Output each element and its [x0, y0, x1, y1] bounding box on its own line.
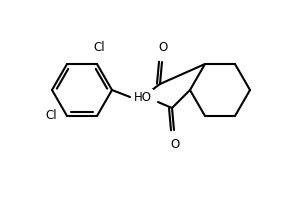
Text: Cl: Cl	[93, 41, 105, 54]
Text: Cl: Cl	[45, 109, 57, 123]
Text: NH: NH	[136, 91, 154, 105]
Text: HO: HO	[134, 90, 152, 104]
Text: O: O	[158, 41, 168, 54]
Text: O: O	[170, 138, 180, 151]
